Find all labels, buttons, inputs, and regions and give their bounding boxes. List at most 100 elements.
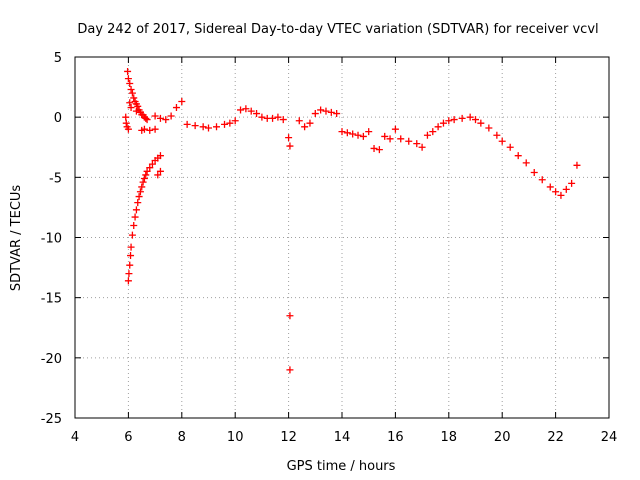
data-point	[134, 199, 142, 207]
data-point	[130, 94, 138, 102]
data-point	[477, 119, 485, 127]
x-tick-label: 18	[441, 430, 458, 445]
series-midday-outliers	[285, 134, 294, 374]
data-point	[506, 143, 514, 151]
data-point	[514, 152, 522, 160]
y-tick-label: 5	[54, 51, 62, 66]
data-point	[167, 112, 175, 120]
data-point	[151, 125, 159, 133]
series-late-band	[397, 113, 581, 199]
data-point	[128, 89, 136, 97]
series-early-cluster	[122, 99, 164, 179]
data-point	[485, 124, 493, 132]
data-point	[156, 114, 164, 122]
data-point	[573, 161, 581, 169]
data-point	[231, 117, 239, 125]
data-point	[142, 114, 150, 122]
x-tick-label: 12	[280, 430, 297, 445]
data-point	[413, 140, 421, 148]
data-point	[557, 191, 565, 199]
data-point	[311, 110, 319, 118]
data-point	[131, 213, 139, 221]
grid-lines	[75, 57, 609, 418]
data-point	[546, 183, 554, 191]
data-point	[322, 107, 330, 115]
data-point	[127, 85, 135, 93]
data-point	[386, 135, 394, 143]
data-point	[128, 231, 136, 239]
data-point	[498, 137, 506, 145]
series-afternoon-band	[295, 106, 399, 154]
series-early-descending-arc	[124, 67, 151, 124]
data-point	[562, 185, 570, 193]
data-point	[391, 125, 399, 133]
data-point	[552, 188, 560, 196]
data-point	[466, 113, 474, 121]
data-point	[140, 175, 148, 183]
data-point	[418, 143, 426, 151]
data-point	[439, 119, 447, 127]
data-point	[359, 132, 367, 140]
data-point	[286, 142, 294, 150]
data-point	[135, 193, 143, 201]
data-point	[172, 104, 180, 112]
x-tick-labels: 4 6 8 10 12 14 16 18 20 22 24	[71, 430, 617, 445]
y-tick-label: -5	[49, 171, 62, 186]
data-point	[127, 243, 135, 251]
data-point	[269, 114, 277, 122]
data-point	[127, 104, 135, 112]
data-point	[191, 122, 199, 130]
data-point	[279, 116, 287, 124]
series-early-rising-arc	[124, 152, 164, 285]
y-tick-labels: 5 0 -5 -10 -15 -20 -25	[41, 51, 62, 427]
data-point	[140, 125, 148, 133]
data-point	[132, 206, 140, 214]
data-point	[143, 167, 151, 175]
data-point	[127, 252, 135, 260]
data-point	[423, 131, 431, 139]
data-point	[221, 120, 229, 128]
data-point	[333, 110, 341, 118]
x-tick-label: 8	[178, 430, 186, 445]
data-point	[349, 130, 357, 138]
data-point	[258, 113, 266, 121]
data-point	[139, 178, 147, 186]
data-point	[568, 179, 576, 187]
data-point	[126, 261, 134, 269]
data-point	[354, 131, 362, 139]
chart-title: Day 242 of 2017, Sidereal Day-to-day VTE…	[77, 22, 598, 37]
data-point	[253, 110, 261, 118]
data-point	[493, 131, 501, 139]
data-point	[146, 164, 154, 172]
data-point	[295, 117, 303, 125]
data-point	[134, 102, 142, 110]
data-point	[445, 117, 453, 125]
data-point	[370, 144, 378, 152]
data-point	[143, 116, 151, 124]
x-axis-label: GPS time / hours	[287, 459, 396, 474]
series-main-band	[151, 98, 287, 132]
y-tick-label: 0	[54, 111, 62, 126]
data-point	[450, 116, 458, 124]
data-point	[156, 167, 164, 175]
data-point	[317, 106, 325, 114]
axis-ticks	[74, 56, 610, 419]
data-point	[136, 188, 144, 196]
data-point	[472, 116, 479, 124]
data-point	[154, 171, 162, 179]
data-point	[381, 132, 389, 140]
data-point	[124, 67, 132, 75]
data-point	[138, 183, 146, 191]
data-point	[130, 221, 138, 229]
y-tick-label: -20	[41, 352, 62, 367]
data-point	[213, 123, 221, 131]
data-point	[132, 107, 140, 115]
data-point	[397, 135, 405, 143]
data-point	[405, 137, 413, 145]
data-point	[122, 119, 130, 127]
data-point	[247, 107, 255, 115]
data-point	[122, 113, 130, 121]
data-point	[178, 98, 186, 106]
data-point	[434, 123, 442, 131]
